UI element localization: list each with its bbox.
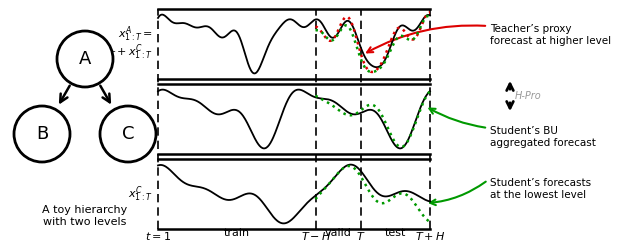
Text: B: B bbox=[36, 125, 48, 143]
Text: $x_{1:T}^B$: $x_{1:T}^B$ bbox=[128, 109, 153, 129]
Text: $T$: $T$ bbox=[356, 230, 365, 242]
Text: valid: valid bbox=[324, 228, 351, 238]
Text: $t=1$: $t=1$ bbox=[145, 230, 171, 242]
Circle shape bbox=[57, 31, 113, 87]
Text: $x_{1:T}^A=$: $x_{1:T}^A=$ bbox=[118, 24, 153, 44]
Text: $x_{1:T}^B+x_{1:T}^C$: $x_{1:T}^B+x_{1:T}^C$ bbox=[92, 42, 153, 62]
Text: test: test bbox=[385, 228, 406, 238]
Text: C: C bbox=[122, 125, 134, 143]
Text: train: train bbox=[224, 228, 250, 238]
Text: A toy hierarchy
with two levels: A toy hierarchy with two levels bbox=[42, 205, 127, 227]
Text: A: A bbox=[79, 50, 91, 68]
Text: H-Pro: H-Pro bbox=[515, 91, 541, 101]
Text: $x_{1:T}^C$: $x_{1:T}^C$ bbox=[128, 184, 153, 204]
Text: Teacher’s proxy
forecast at higher level: Teacher’s proxy forecast at higher level bbox=[490, 24, 611, 46]
Text: $T+H$: $T+H$ bbox=[415, 230, 445, 242]
Text: Student’s BU
aggregated forecast: Student’s BU aggregated forecast bbox=[490, 126, 596, 148]
Circle shape bbox=[100, 106, 156, 162]
Text: $T-H$: $T-H$ bbox=[301, 230, 331, 242]
Text: Student’s forecasts
at the lowest level: Student’s forecasts at the lowest level bbox=[490, 178, 591, 200]
Circle shape bbox=[14, 106, 70, 162]
